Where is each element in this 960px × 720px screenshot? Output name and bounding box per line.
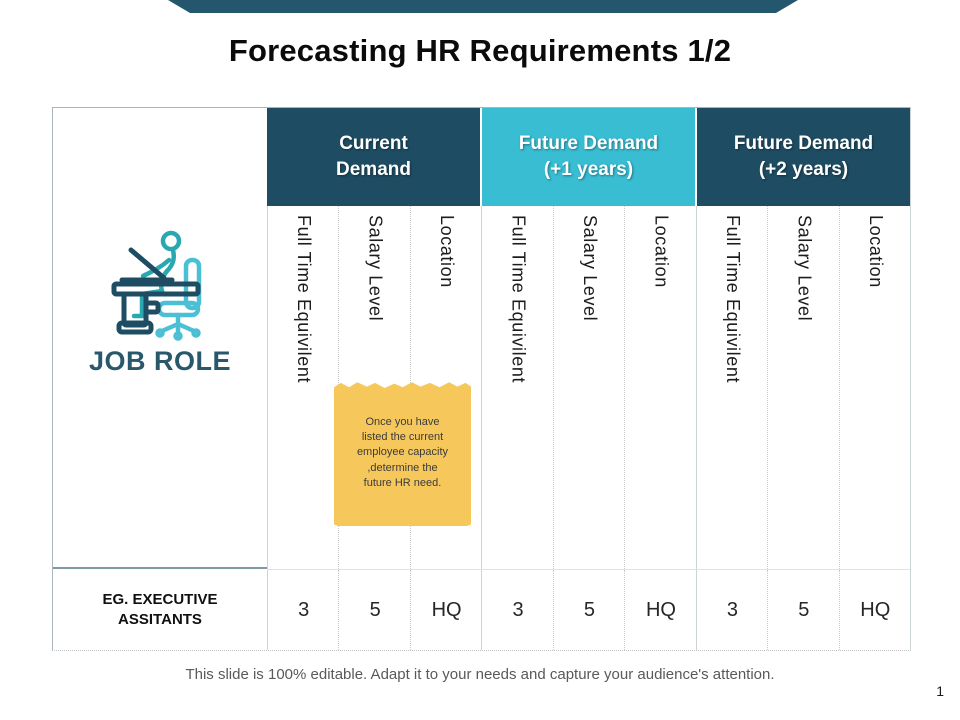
subheader-label: Salary Level [365,215,386,322]
table-cell: 5 [552,570,625,650]
subheader-label: Full Time Equivilent [294,215,315,384]
row-label-executive-assistants: EG. EXECUTIVE ASSITANTS [102,590,218,628]
page-number: 1 [936,683,944,699]
subheader-col: Full Time Equivilent [267,206,339,569]
subheader-label: Full Time Equivilent [508,215,529,384]
subheader-label: Salary Level [579,215,600,322]
editable-note: This slide is 100% editable. Adapt it to… [185,666,775,683]
table-cell: 3 [481,570,553,650]
table-cell: HQ [409,570,482,650]
subheader-col: Full Time Equivilent [695,206,768,569]
table-cell: 3 [267,570,339,650]
subheader-label: Location [865,215,886,288]
top-banner-shape [168,0,798,13]
person-at-desk-icon [111,230,202,341]
table-cell: HQ [838,570,911,650]
table-cell: 3 [695,570,768,650]
table-cell: 5 [338,570,410,650]
group-header-future-demand-1yr: Future Demand (+1 years) [482,108,695,206]
subheader-col: Location [624,206,696,569]
subheader-col: Salary Level [552,206,625,569]
subheader-label: Salary Level [794,215,815,322]
group-header-current-demand: Current Demand [267,108,480,206]
subheader-col: Location [838,206,911,569]
job-role-cell: JOB ROLE [53,108,267,569]
subheader-col: Salary Level [767,206,839,569]
subheader-label: Full Time Equivilent [722,215,743,384]
subheader-label: Location [651,215,672,288]
sticky-note: Once you have listed the current employe… [334,382,471,526]
hr-forecast-table: JOB ROLE Current Demand Future Demand (+… [52,107,911,651]
subheader-col: Full Time Equivilent [481,206,553,569]
page-title: Forecasting HR Requirements 1/2 [228,33,732,68]
subheader-bottom-divider [267,569,910,570]
subheader-label: Location [437,215,458,288]
table-cell: 5 [767,570,839,650]
job-role-label: JOB ROLE [88,346,232,376]
table-cell: HQ [624,570,696,650]
group-header-future-demand-2yr: Future Demand (+2 years) [697,108,910,206]
